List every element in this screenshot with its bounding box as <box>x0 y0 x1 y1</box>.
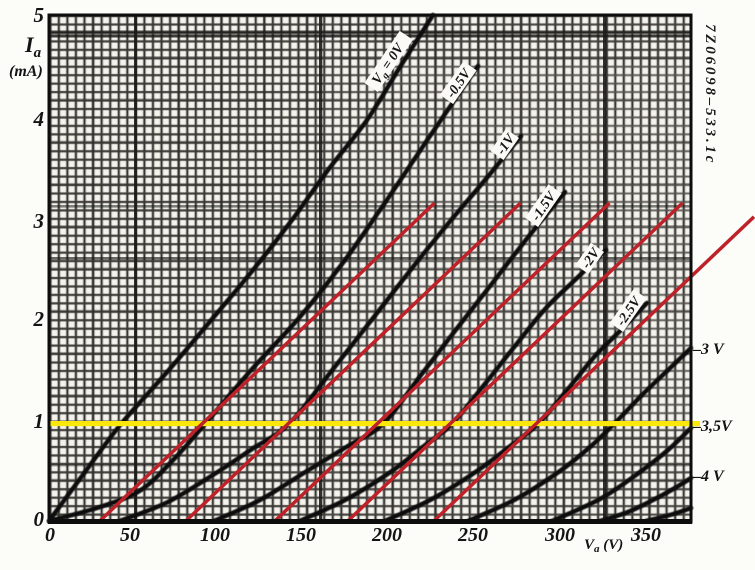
svg-text:7Z06098–533.1c: 7Z06098–533.1c <box>702 24 718 165</box>
svg-text:50: 50 <box>120 524 140 546</box>
svg-text:Va (V): Va (V) <box>584 537 623 555</box>
svg-text:(mA): (mA) <box>9 63 43 80</box>
svg-text:200: 200 <box>371 524 402 546</box>
svg-text:–4 V: –4 V <box>692 468 725 485</box>
svg-text:1: 1 <box>34 409 45 433</box>
svg-text:2: 2 <box>33 307 45 331</box>
svg-text:100: 100 <box>200 524 230 546</box>
svg-text:150: 150 <box>286 524 316 546</box>
svg-text:3: 3 <box>33 209 45 233</box>
svg-text:4: 4 <box>33 107 45 131</box>
svg-text:Ia: Ia <box>24 32 42 61</box>
svg-text:350: 350 <box>630 524 661 546</box>
svg-text:0: 0 <box>34 507 45 531</box>
svg-text:–3,5V: –3,5V <box>692 418 733 435</box>
svg-text:5: 5 <box>34 3 45 27</box>
svg-text:250: 250 <box>457 524 488 546</box>
svg-text:300: 300 <box>544 524 575 546</box>
svg-text:0: 0 <box>45 524 55 546</box>
svg-text:–3 V: –3 V <box>692 341 725 358</box>
